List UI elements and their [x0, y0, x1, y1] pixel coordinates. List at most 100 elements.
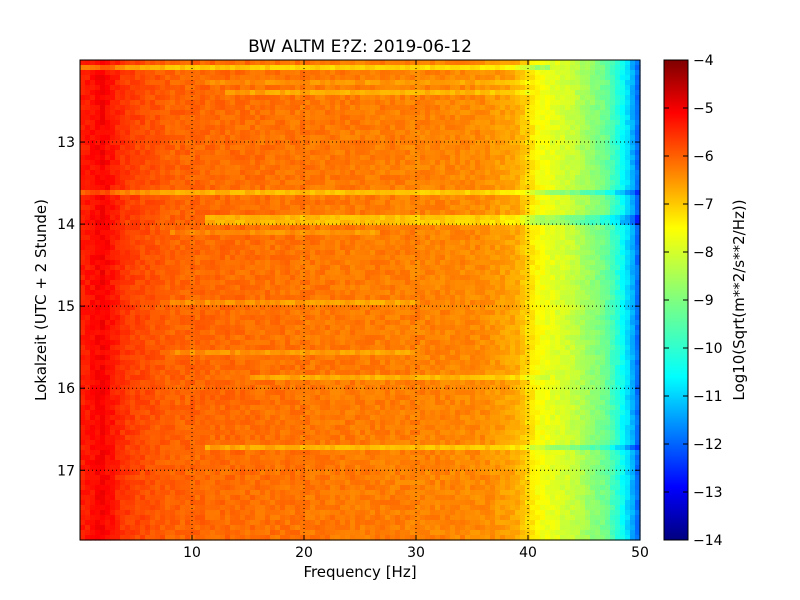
heatmap-cell	[305, 270, 311, 276]
heatmap-cell	[575, 140, 581, 146]
heatmap-cell	[260, 230, 266, 236]
heatmap-cell	[415, 160, 421, 166]
heatmap-cell	[540, 75, 546, 81]
heatmap-cell	[435, 270, 441, 276]
heatmap-cell	[590, 240, 596, 246]
heatmap-cell	[250, 95, 256, 101]
heatmap-cell	[340, 165, 346, 171]
heatmap-cell	[425, 125, 431, 131]
heatmap-cell	[285, 105, 291, 111]
heatmap-cell	[125, 150, 131, 156]
heatmap-cell	[125, 180, 131, 186]
heatmap-cell	[95, 265, 101, 271]
heatmap-cell	[175, 135, 181, 141]
heatmap-cell	[330, 75, 336, 81]
heatmap-cell	[130, 145, 136, 151]
heatmap-cell	[270, 145, 276, 151]
heatmap-cell	[190, 85, 196, 91]
heatmap-cell	[105, 130, 111, 136]
heatmap-cell	[445, 235, 451, 241]
heatmap-cell	[315, 210, 321, 216]
heatmap-cell	[390, 125, 396, 131]
heatmap-cell	[360, 190, 366, 196]
heatmap-cell	[295, 265, 301, 271]
heatmap-cell	[255, 175, 261, 181]
heatmap-cell	[95, 75, 101, 81]
heatmap-cell	[390, 220, 396, 226]
heatmap-cell	[405, 165, 411, 171]
heatmap-cell	[585, 60, 591, 66]
heatmap-cell	[195, 215, 201, 221]
heatmap-cell	[155, 210, 161, 216]
heatmap-cell	[410, 105, 416, 111]
heatmap-cell	[610, 270, 616, 276]
heatmap-cell	[265, 230, 271, 236]
heatmap-cell	[460, 270, 466, 276]
heatmap-cell	[445, 225, 451, 231]
heatmap-cell	[245, 90, 251, 96]
heatmap-cell	[485, 100, 491, 106]
heatmap-cell	[195, 265, 201, 271]
heatmap-cell	[245, 235, 251, 241]
heatmap-cell	[610, 90, 616, 96]
heatmap-cell	[295, 235, 301, 241]
heatmap-cell	[365, 220, 371, 226]
heatmap-cell	[375, 120, 381, 126]
heatmap-cell	[525, 75, 531, 81]
heatmap-cell	[635, 65, 641, 71]
heatmap-cell	[580, 215, 586, 221]
heatmap-cell	[360, 210, 366, 216]
heatmap-cell	[320, 255, 326, 261]
heatmap-cell	[135, 220, 141, 226]
heatmap-cell	[290, 215, 296, 221]
heatmap-cell	[180, 155, 186, 161]
heatmap-cell	[365, 185, 371, 191]
heatmap-cell	[155, 70, 161, 76]
heatmap-cell	[465, 235, 471, 241]
heatmap-cell	[210, 255, 216, 261]
heatmap-cell	[120, 275, 126, 281]
heatmap-cell	[90, 70, 96, 76]
heatmap-cell	[220, 95, 226, 101]
heatmap-cell	[165, 165, 171, 171]
heatmap-cell	[345, 130, 351, 136]
heatmap-cell	[335, 270, 341, 276]
heatmap-cell	[610, 210, 616, 216]
heatmap-cell	[85, 65, 91, 71]
heatmap-cell	[620, 255, 626, 261]
heatmap-cell	[595, 235, 601, 241]
heatmap-cell	[80, 215, 86, 221]
heatmap-cell	[110, 225, 116, 231]
heatmap-cell	[180, 255, 186, 261]
heatmap-cell	[440, 190, 446, 196]
heatmap-cell	[445, 60, 451, 66]
heatmap-cell	[355, 145, 361, 151]
heatmap-cell	[195, 155, 201, 161]
heatmap-cell	[395, 115, 401, 121]
heatmap-cell	[260, 145, 266, 151]
heatmap-cell	[365, 165, 371, 171]
heatmap-cell	[290, 135, 296, 141]
heatmap-cell	[105, 215, 111, 221]
heatmap-cell	[100, 190, 106, 196]
heatmap-cell	[525, 85, 531, 91]
heatmap-cell	[275, 280, 281, 286]
heatmap-cell	[545, 185, 551, 191]
heatmap-cell	[185, 240, 191, 246]
heatmap-cell	[255, 195, 261, 201]
heatmap-cell	[245, 105, 251, 111]
heatmap-cell	[155, 130, 161, 136]
heatmap-cell	[410, 220, 416, 226]
heatmap-cell	[585, 140, 591, 146]
heatmap-cell	[185, 215, 191, 221]
heatmap-cell	[525, 115, 531, 121]
heatmap-cell	[490, 65, 496, 71]
heatmap-cell	[580, 170, 586, 176]
heatmap-cell	[85, 190, 91, 196]
heatmap-cell	[105, 185, 111, 191]
heatmap-cell	[550, 265, 556, 271]
heatmap-cell	[565, 145, 571, 151]
heatmap-cell	[450, 260, 456, 266]
heatmap-cell	[310, 205, 316, 211]
heatmap-cell	[510, 185, 516, 191]
